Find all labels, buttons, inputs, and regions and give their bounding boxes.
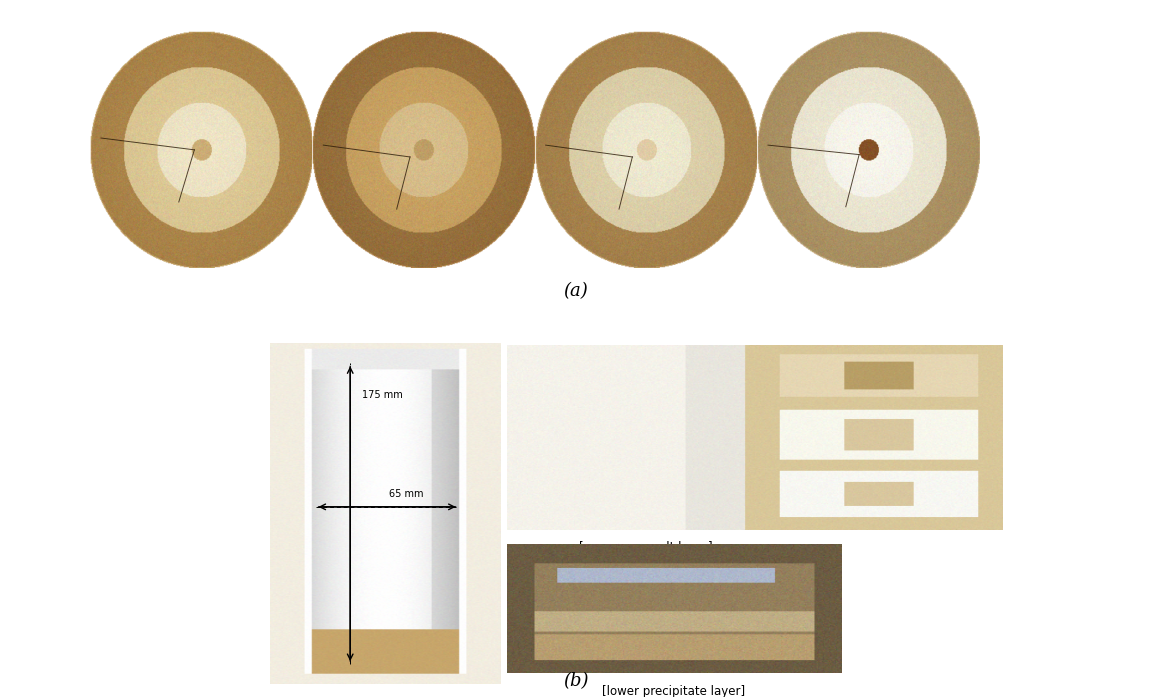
Text: [lower precipitate layer]: [lower precipitate layer] — [602, 686, 745, 697]
Text: 175 mm: 175 mm — [362, 390, 402, 399]
Text: (b): (b) — [563, 672, 589, 690]
Text: [upper pure salt layer]: [upper pure salt layer] — [578, 541, 712, 554]
Text: 65 mm: 65 mm — [389, 489, 424, 498]
Text: (a): (a) — [563, 282, 589, 300]
